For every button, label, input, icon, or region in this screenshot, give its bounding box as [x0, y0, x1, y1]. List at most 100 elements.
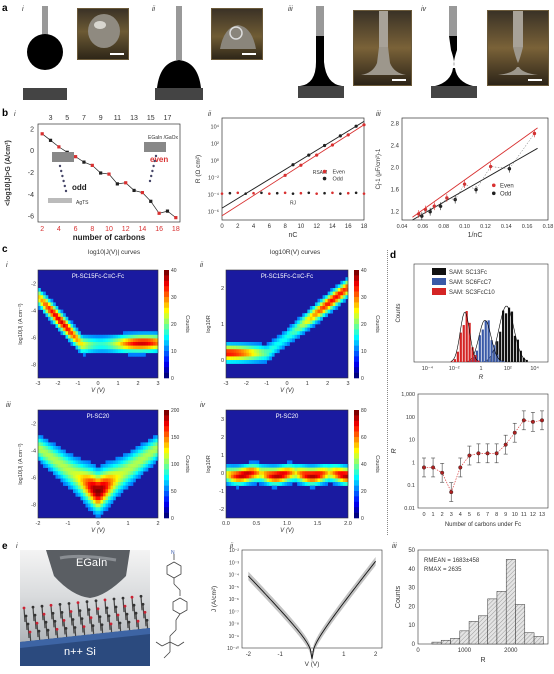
- c_i-cell: [145, 345, 149, 350]
- c_iii-cell: [38, 442, 41, 447]
- b-ii-x-tick: 16: [345, 224, 352, 230]
- c_i-colorbar-tick: 10: [171, 349, 177, 355]
- c_i-cell: [95, 349, 99, 354]
- c_i-cell: [63, 320, 66, 325]
- c_iv-cell: [342, 471, 346, 476]
- c_ii-cell: [312, 313, 316, 318]
- c_i-cell: [78, 345, 81, 350]
- c_iii-cell: [155, 453, 159, 458]
- c_iv-cell: [317, 467, 321, 472]
- c_i-cell: [95, 342, 99, 346]
- c_i-cell: [60, 309, 64, 314]
- c_iv-cell: [312, 471, 316, 476]
- e-ii-y-tick: 10⁻⁷: [229, 609, 239, 615]
- c_i-cell: [38, 288, 41, 292]
- c_ii-cell: [317, 313, 321, 318]
- c_i-cell: [45, 295, 49, 300]
- c_i-cell: [133, 345, 136, 350]
- c_iii-cell: [45, 446, 49, 450]
- c_iv-cell: [320, 482, 323, 486]
- c_iii-cell: [143, 464, 146, 468]
- c_iii-cell: [85, 500, 89, 504]
- b-iii-x-tick: 0.04: [397, 224, 408, 230]
- c_i-cell: [88, 338, 91, 343]
- c_iii-cell: [68, 464, 71, 468]
- c_i-y-tick: -8: [31, 363, 36, 369]
- c_ii-cell: [322, 295, 326, 300]
- c_iii-cell: [53, 464, 56, 468]
- c_i-cell: [140, 331, 144, 336]
- b-ii-rsam-point: [330, 143, 335, 147]
- c_iv-cell: [236, 474, 240, 479]
- c_i-cell: [138, 349, 141, 354]
- e-ii-x-tick: 1: [342, 652, 346, 658]
- c_iv-cell: [345, 464, 349, 468]
- c_i-cell: [150, 349, 154, 354]
- b-i-label: i: [14, 111, 16, 118]
- c_ii-colorbar-tick: 30: [361, 295, 367, 301]
- c_iv-cell: [337, 474, 341, 479]
- c_i-cell: [53, 309, 56, 314]
- c_i-cell: [103, 349, 106, 354]
- e-i-molecule-chain: [140, 596, 143, 611]
- c_ii-cell: [248, 352, 252, 357]
- e-i-molecule-head: [125, 612, 129, 616]
- c_i-cell: [78, 338, 81, 343]
- c_iv-cell: [294, 478, 298, 483]
- c_i-cell: [130, 352, 134, 357]
- c_i-cell: [135, 349, 139, 354]
- c_ii-cell: [231, 345, 234, 350]
- c_iv-cell: [317, 478, 321, 483]
- d-bottom-point: [440, 470, 445, 475]
- a-i-schematic: [23, 6, 67, 100]
- c_i-cell: [133, 349, 136, 354]
- c_iv-y-tick: -1: [219, 489, 224, 495]
- c_iii-cell: [120, 482, 124, 486]
- e-iii-bar: [524, 632, 535, 645]
- c_iv-cell: [332, 471, 336, 476]
- c_iii-cell: [103, 492, 106, 497]
- c_ii-cell: [228, 356, 232, 361]
- c_ii-cell: [228, 342, 232, 346]
- c_i-colorbar-step: [164, 334, 169, 341]
- c_ii-x-tick: -2: [244, 381, 249, 387]
- c_iv-cell: [309, 471, 313, 476]
- c_i-cell: [38, 302, 41, 307]
- c_iii-cell: [93, 500, 96, 504]
- c_iii-cell: [140, 453, 144, 458]
- e-i-molecule-head: [132, 603, 136, 607]
- c_ii-cell: [243, 342, 247, 346]
- c_iv-cell: [337, 467, 341, 472]
- c_iv-cell: [269, 467, 273, 472]
- d-top-bar-sc13fc: [499, 331, 502, 362]
- c_i-cell: [103, 334, 106, 339]
- c_iii-cell: [53, 446, 56, 450]
- c_ii-colorbar-step: [354, 297, 359, 303]
- c_ii-cell: [317, 316, 321, 321]
- c_ii-cell: [307, 327, 311, 332]
- c_iii-cell: [78, 482, 81, 486]
- c_i-cell: [68, 320, 71, 325]
- c_ii-colorbar-step: [354, 361, 359, 368]
- c_i-cell: [50, 313, 54, 318]
- c_iii-cell: [85, 471, 89, 476]
- c_ii-xlabel: V (V): [280, 388, 294, 394]
- d-top-bar-sc6fcc7: [490, 340, 493, 362]
- c_ii-cell: [342, 295, 346, 300]
- b-ii-x-tick: 14: [329, 224, 336, 230]
- c_iii-cell: [145, 446, 149, 450]
- c_ii-cell: [302, 316, 306, 321]
- c_iii-cell: [73, 489, 76, 494]
- c_iv-cell: [231, 478, 234, 483]
- c_iii-cell: [58, 446, 61, 450]
- c_ii-cell: [281, 334, 285, 339]
- e-i-molecule-head: [37, 629, 41, 633]
- c_iii-cell: [100, 471, 104, 476]
- c_iv-cell: [325, 471, 328, 476]
- c_iv-cell: [281, 471, 285, 476]
- c_iii-cell: [83, 478, 86, 483]
- c_iii-colorbar-step: [164, 447, 169, 454]
- c_iii-cell: [70, 474, 74, 479]
